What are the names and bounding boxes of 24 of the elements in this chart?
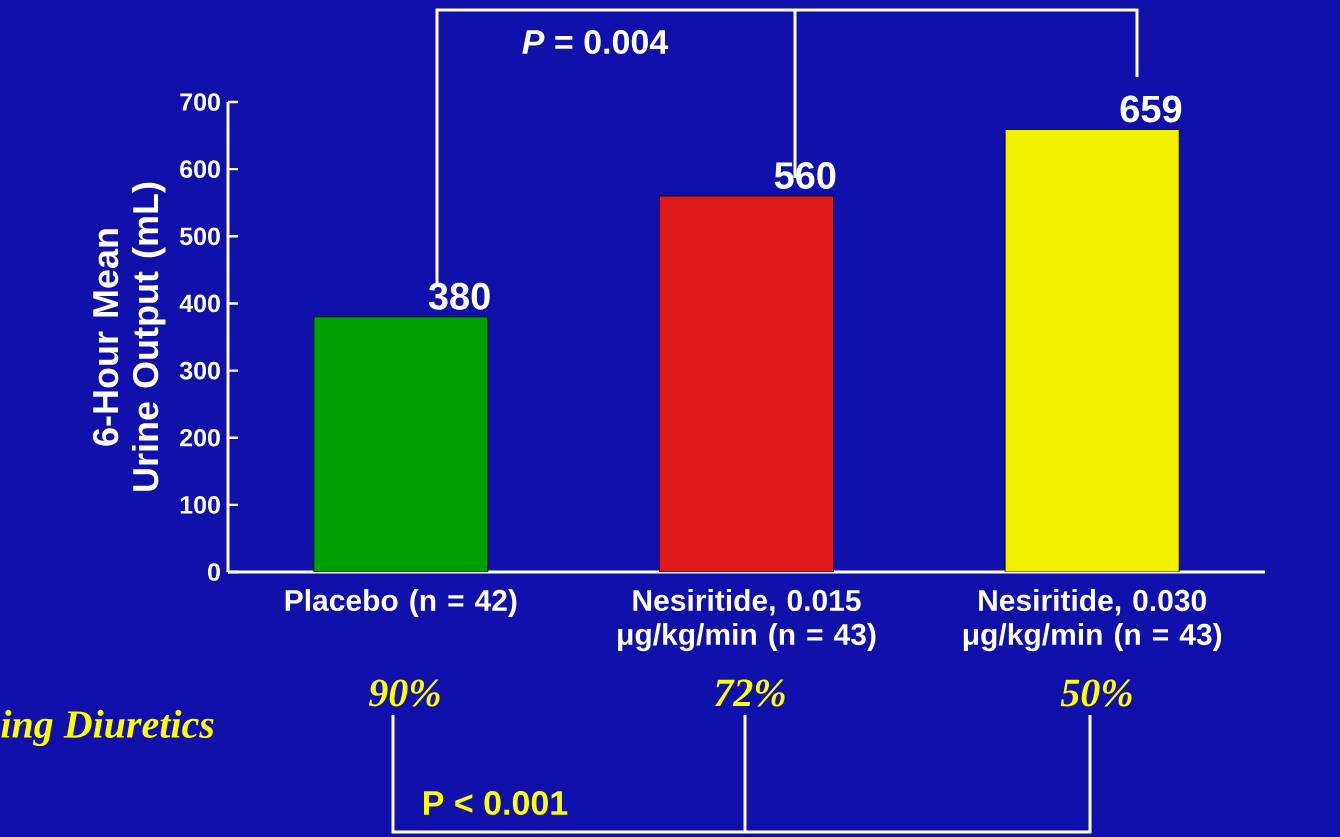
x-tick-label: Nesiritide, 0.015 μg/kg/min (n = 43): [618, 589, 876, 652]
y-tick-label: 100: [180, 496, 220, 514]
y-tick-label: 400: [179, 294, 220, 313]
x-tick-label: Nesiritide, 0.030 μg/kg/min (n = 43): [963, 589, 1222, 652]
y-tick-label: 0: [208, 563, 220, 581]
y-tick-label: 200: [180, 428, 220, 447]
data-label: 560: [774, 162, 836, 189]
text: 90%: [368, 679, 440, 707]
text: ing Diuretics: [1, 709, 214, 747]
y-tick-label: 500: [180, 227, 220, 246]
y-tick-label: 300: [179, 361, 220, 380]
text: P < 0.001: [424, 790, 568, 816]
text: 50%: [1060, 679, 1132, 707]
bar: [1004, 129, 1180, 572]
data-label: 659: [1120, 95, 1182, 123]
bar: [659, 195, 834, 572]
bar: [313, 316, 489, 572]
x-tick-label: Placebo (n = 42): [285, 589, 517, 618]
y-tick-label: 600: [180, 160, 220, 179]
text: 72%: [715, 679, 785, 707]
data-label: 380: [428, 282, 490, 310]
y-tick-label: 700: [180, 93, 220, 111]
text: P = 0.004: [522, 29, 669, 55]
y-axis-title: 6-Hour Mean Urine Output (mL): [92, 182, 166, 491]
